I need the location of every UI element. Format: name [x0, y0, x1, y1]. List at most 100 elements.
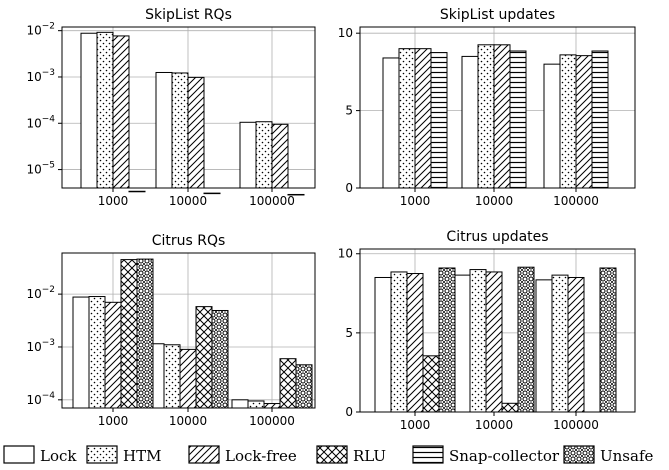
legend-swatch	[316, 445, 348, 464]
legend-label: Snap-collector	[449, 447, 560, 465]
y-tick-label: 10−4	[26, 391, 55, 407]
bar-lock-10000	[461, 55, 479, 189]
x-tick-label: 100000	[553, 418, 599, 432]
bar-htm-100000	[247, 400, 265, 409]
legend-item-rlu: RLU	[316, 445, 386, 465]
bar-lock-100000	[231, 399, 249, 409]
legend-item-htm: HTM	[86, 445, 161, 465]
bar-unsafe-1000	[136, 258, 154, 409]
bar-lock-free-100000	[263, 403, 281, 409]
legend-label: HTM	[123, 447, 161, 465]
x-tick-label: 10000	[475, 194, 513, 208]
legend-item-lock: Lock	[3, 445, 77, 465]
bar-htm-1000	[390, 271, 408, 413]
bar-htm-100000	[255, 121, 273, 189]
bar-lock-100000	[239, 121, 257, 189]
bar-snap-collector-1000	[128, 190, 146, 193]
chart-title: SkipList RQs	[145, 7, 232, 23]
legend-label: RLU	[353, 447, 386, 465]
bar-snap-collector-100000	[591, 50, 609, 189]
x-tick-label: 100000	[553, 194, 599, 208]
bar-snap-collector-1000	[430, 52, 448, 189]
y-tick-label: 10−3	[26, 338, 55, 354]
bar-lock-free-1000	[112, 35, 130, 189]
bar-htm-10000	[477, 44, 495, 189]
y-tick-label: 10−5	[26, 161, 55, 177]
y-tick-label: 10−3	[26, 68, 55, 84]
legend-item-snap-collector: Snap-collector	[412, 445, 560, 465]
bar-lock-free-10000	[485, 271, 503, 413]
bar-lock-free-1000	[104, 301, 122, 409]
bar-rlu-1000	[422, 355, 440, 413]
bar-unsafe-10000	[517, 266, 535, 413]
y-tick-label: 10−4	[26, 114, 55, 130]
bar-htm-1000	[398, 48, 416, 189]
bar-lock-100000	[535, 279, 553, 413]
bar-lock-free-100000	[271, 123, 289, 189]
legend-swatch	[3, 445, 35, 464]
x-tick-label: 10000	[475, 418, 513, 432]
axes-frame	[359, 248, 636, 413]
bar-lock-1000	[382, 57, 400, 189]
bar-snap-collector-100000	[287, 193, 305, 196]
bar-lock-10000	[155, 71, 173, 189]
bar-lock-1000	[72, 296, 90, 409]
bar-lock-1000	[80, 32, 98, 189]
legend-swatch	[412, 445, 444, 464]
legend-label: Unsafe	[600, 447, 653, 465]
bar-unsafe-10000	[211, 309, 229, 409]
legend: Lock HTM Lock-free RLU Snap-collector Unsafe	[3, 445, 653, 465]
chart-title: Citrus updates	[446, 229, 548, 245]
y-tick-label: 10−2	[26, 22, 55, 38]
bar-unsafe-100000	[295, 364, 313, 409]
legend-item-unsafe: Unsafe	[563, 445, 653, 465]
x-tick-label: 10000	[169, 414, 207, 428]
x-tick-label: 1000	[98, 194, 129, 208]
bar-htm-100000	[559, 54, 577, 189]
legend-swatch	[86, 445, 118, 464]
chart-title: Citrus RQs	[152, 233, 226, 249]
legend-label: Lock-free	[225, 447, 297, 465]
x-tick-label: 100000	[249, 414, 295, 428]
chart-panel-2: 10−2 10−3 10−4 1000 10000 100000 Citrus RQs	[26, 233, 316, 428]
bar-snap-collector-10000	[509, 50, 527, 189]
bar-lock-10000	[453, 274, 471, 413]
chart-panel-0: 10−2 10−3 10−4 10−5 1000 10000 100000 SkipList …	[26, 7, 316, 208]
chart-title: SkipList updates	[440, 7, 555, 23]
bar-htm-10000	[469, 269, 487, 413]
bar-lock-1000	[374, 276, 392, 413]
bar-rlu-100000	[279, 358, 297, 409]
bar-rlu-10000	[195, 306, 213, 409]
bar-rlu-10000	[501, 402, 519, 413]
bar-lock-free-10000	[187, 76, 205, 189]
bar-lock-100000	[543, 63, 561, 189]
chart-panel-3: 0 5 10 1000 10000 100000 Citrus updates	[338, 229, 636, 432]
bar-htm-10000	[163, 344, 181, 409]
y-tick-label: 10−2	[26, 285, 55, 301]
bar-lock-free-100000	[575, 55, 593, 189]
y-tick-label: 10	[338, 247, 353, 261]
legend-swatch	[188, 445, 220, 464]
bar-snap-collector-10000	[203, 192, 221, 195]
bar-lock-free-10000	[179, 348, 197, 409]
legend-swatch	[563, 445, 595, 464]
x-tick-label: 1000	[400, 418, 431, 432]
x-tick-label: 1000	[400, 194, 431, 208]
legend-label: Lock	[40, 447, 77, 465]
bar-lock-free-100000	[567, 276, 585, 413]
y-tick-label: 5	[345, 104, 353, 118]
x-tick-label: 10000	[169, 194, 207, 208]
bar-unsafe-1000	[438, 267, 456, 413]
bar-htm-100000	[551, 274, 569, 413]
bar-unsafe-100000	[599, 267, 617, 413]
bar-lock-free-10000	[493, 44, 511, 189]
bar-htm-1000	[96, 31, 114, 189]
bar-lock-free-1000	[406, 273, 424, 413]
bar-htm-1000	[88, 296, 106, 409]
x-tick-label: 1000	[98, 414, 129, 428]
legend-item-lock-free: Lock-free	[188, 445, 297, 465]
x-tick-label: 100000	[249, 194, 295, 208]
bar-rlu-1000	[120, 259, 138, 409]
bar-lock-free-1000	[414, 48, 432, 189]
